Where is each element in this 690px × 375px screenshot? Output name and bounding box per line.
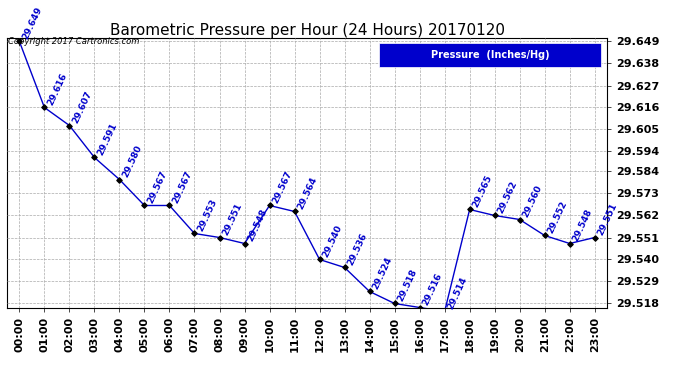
Point [264, 202, 275, 208]
Point [439, 309, 450, 315]
Text: 29.551: 29.551 [596, 202, 619, 237]
Point [489, 213, 500, 219]
Text: 29.560: 29.560 [521, 184, 544, 219]
Point [189, 231, 200, 237]
Text: 29.567: 29.567 [146, 170, 168, 205]
Text: 29.649: 29.649 [21, 6, 43, 41]
Text: 29.540: 29.540 [321, 224, 344, 259]
Point [514, 216, 525, 222]
Text: 29.591: 29.591 [96, 122, 119, 157]
Point [239, 240, 250, 246]
Text: Pressure  (Inches/Hg): Pressure (Inches/Hg) [431, 50, 549, 60]
Title: Barometric Pressure per Hour (24 Hours) 20170120: Barometric Pressure per Hour (24 Hours) … [110, 22, 504, 38]
Text: 29.607: 29.607 [70, 90, 94, 125]
Text: 29.564: 29.564 [296, 176, 319, 211]
Text: 29.567: 29.567 [170, 170, 194, 205]
Text: 29.548: 29.548 [246, 208, 268, 243]
Point [389, 300, 400, 306]
Text: Copyright 2017 Cartronics.com: Copyright 2017 Cartronics.com [8, 38, 139, 46]
Text: 29.562: 29.562 [496, 180, 519, 215]
Point [139, 202, 150, 208]
Point [589, 234, 600, 240]
Text: 29.616: 29.616 [46, 72, 68, 107]
Point [564, 240, 575, 246]
Text: 29.551: 29.551 [221, 202, 244, 237]
Text: 29.514: 29.514 [446, 276, 469, 311]
Bar [379, 43, 601, 67]
Text: 29.552: 29.552 [546, 200, 569, 235]
Point [214, 234, 225, 240]
Text: 29.548: 29.548 [571, 208, 594, 243]
Text: 29.516: 29.516 [421, 272, 444, 307]
Text: 29.518: 29.518 [396, 268, 419, 303]
Point [539, 232, 550, 238]
Point [39, 105, 50, 111]
Point [414, 304, 425, 310]
Text: 29.553: 29.553 [196, 198, 219, 233]
Point [89, 154, 100, 160]
Text: 29.536: 29.536 [346, 232, 368, 267]
Text: 29.580: 29.580 [121, 144, 144, 179]
Point [14, 39, 25, 45]
Text: 29.565: 29.565 [471, 174, 494, 209]
Text: 29.567: 29.567 [270, 170, 294, 205]
Point [339, 264, 350, 270]
Text: 29.524: 29.524 [371, 256, 394, 291]
Point [64, 123, 75, 129]
Point [314, 256, 325, 262]
Point [464, 207, 475, 213]
Point [364, 288, 375, 294]
Point [164, 202, 175, 208]
Point [289, 209, 300, 214]
Point [114, 177, 125, 183]
